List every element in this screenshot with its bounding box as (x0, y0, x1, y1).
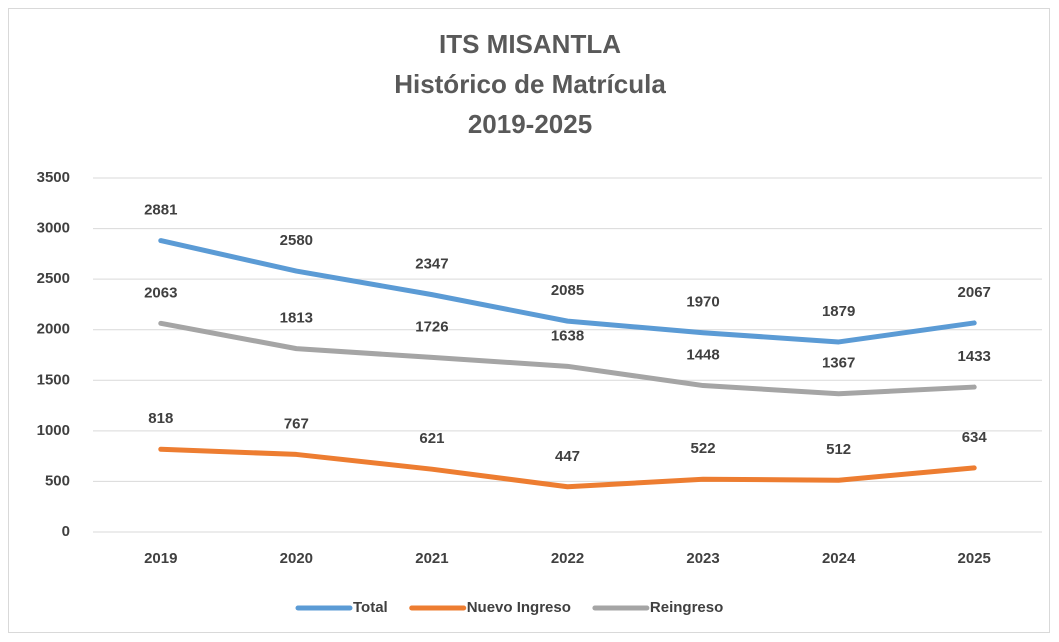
data-label: 1726 (415, 318, 448, 335)
data-label: 634 (962, 429, 988, 446)
data-label: 2881 (144, 202, 177, 219)
x-tick-label: 2020 (280, 550, 313, 567)
data-label: 512 (826, 441, 851, 458)
x-tick-label: 2025 (958, 550, 991, 567)
legend-label: Total (353, 599, 388, 616)
chart-title: 2019-2025 (468, 109, 592, 139)
data-label: 1433 (958, 348, 991, 365)
x-tick-label: 2021 (415, 550, 448, 567)
data-label: 2085 (551, 282, 584, 299)
x-tick-label: 2024 (822, 550, 856, 567)
data-label: 447 (555, 448, 580, 465)
y-tick-label: 0 (62, 523, 70, 540)
data-label: 621 (419, 430, 444, 447)
data-label: 2347 (415, 256, 448, 273)
x-tick-label: 2019 (144, 550, 177, 567)
series-line (158, 446, 977, 490)
data-label: 767 (284, 415, 309, 432)
data-label: 2063 (144, 284, 177, 301)
data-label: 1448 (686, 347, 719, 364)
data-label: 2580 (280, 232, 313, 249)
data-label: 1638 (551, 327, 584, 344)
y-tick-label: 3000 (37, 220, 70, 237)
data-label: 1970 (686, 294, 719, 311)
chart-frame (8, 8, 1050, 633)
x-tick-label: 2022 (551, 550, 584, 567)
chart-title: Histórico de Matrícula (394, 69, 666, 99)
legend-label: Nuevo Ingreso (467, 599, 571, 616)
series-line (158, 238, 977, 345)
data-label: 818 (148, 410, 173, 427)
data-label: 2067 (958, 284, 991, 301)
y-tick-label: 1000 (37, 422, 70, 439)
series-line (158, 320, 977, 397)
chart-title: ITS MISANTLA (439, 29, 621, 59)
y-tick-label: 1500 (37, 371, 70, 388)
y-tick-label: 2500 (37, 270, 70, 287)
data-label: 522 (691, 440, 716, 457)
y-tick-label: 2000 (37, 321, 70, 338)
data-label: 1879 (822, 303, 855, 320)
data-label: 1367 (822, 355, 855, 372)
legend-label: Reingreso (650, 599, 723, 616)
y-tick-label: 500 (45, 472, 70, 489)
x-tick-label: 2023 (686, 550, 719, 567)
y-tick-label: 3500 (37, 169, 70, 186)
data-label: 1813 (280, 310, 313, 327)
